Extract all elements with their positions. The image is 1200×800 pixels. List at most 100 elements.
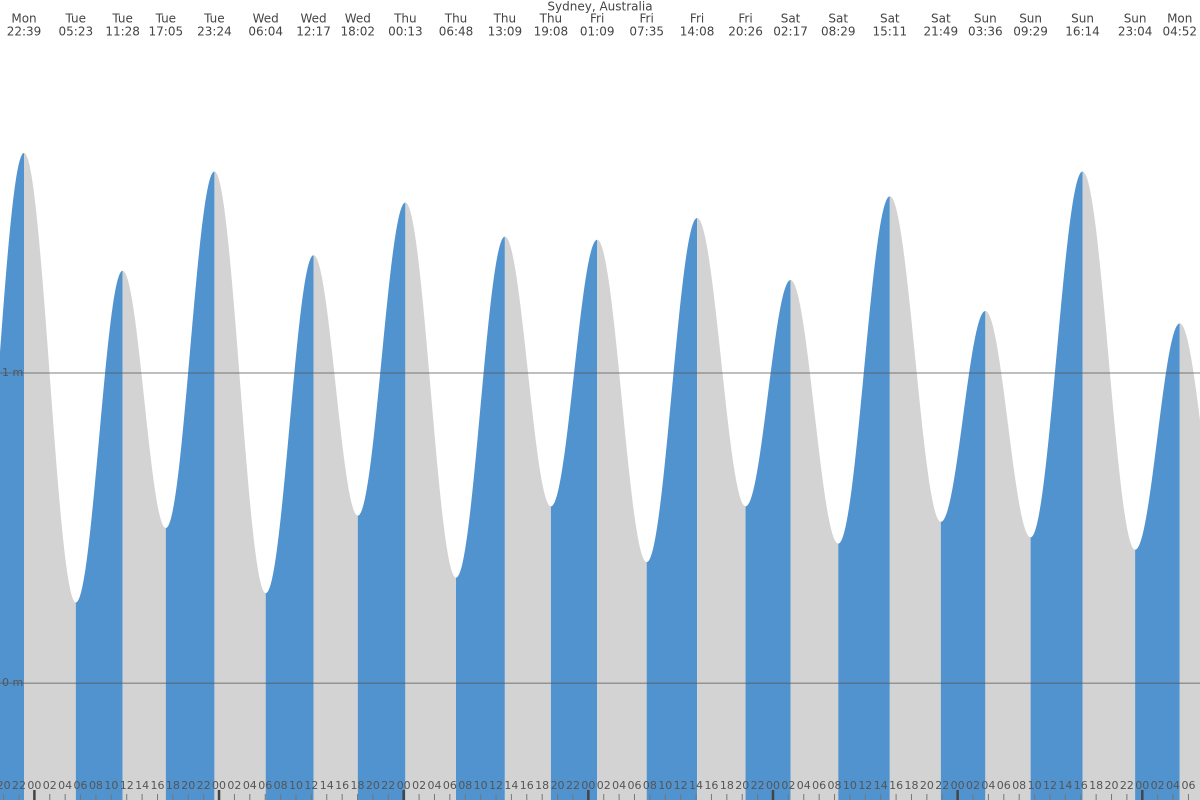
x-tick-label: 08 [643, 779, 657, 792]
x-tick-label: 20 [1105, 779, 1119, 792]
x-tick-label: 16 [335, 779, 349, 792]
tide-segment [214, 171, 266, 800]
extreme-time: 06:04 [248, 25, 283, 39]
x-tick-label: 14 [504, 779, 518, 792]
x-tick-label: 02 [43, 779, 57, 792]
extreme-day: Wed [345, 12, 371, 26]
x-tick-label: 20 [735, 779, 749, 792]
extreme-time: 06:48 [439, 25, 474, 39]
tide-segment [1082, 171, 1136, 800]
x-tick-label: 10 [474, 779, 488, 792]
extreme-day: Thu [393, 12, 417, 26]
x-tick-label: 12 [304, 779, 318, 792]
extreme-day: Wed [253, 12, 279, 26]
x-tick-label: 16 [889, 779, 903, 792]
x-tick-label: 22 [935, 779, 949, 792]
x-tick-label: 14 [689, 779, 703, 792]
x-tick-label: 04 [981, 779, 995, 792]
x-tick-label: 10 [1028, 779, 1042, 792]
tide-segment [790, 280, 839, 800]
x-tick-label: 00 [212, 779, 226, 792]
tide-segment [24, 152, 76, 800]
x-tick-label: 00 [581, 779, 595, 792]
x-tick-label: 02 [1151, 779, 1165, 792]
x-tick-label: 12 [120, 779, 134, 792]
x-tick-label: 06 [628, 779, 642, 792]
y-tick-label: 0 m [2, 676, 23, 689]
y-tick-label: 1 m [2, 366, 23, 379]
x-tick-label: 06 [812, 779, 826, 792]
x-tick-label: 04 [243, 779, 257, 792]
tide-segment [357, 202, 406, 800]
extreme-day: Tue [111, 12, 133, 26]
extreme-day: Sat [931, 12, 951, 26]
x-tick-label: 16 [520, 779, 534, 792]
extreme-time: 23:24 [197, 25, 232, 39]
extreme-time: 22:39 [7, 25, 42, 39]
extreme-day: Sun [1071, 12, 1094, 26]
extreme-day: Thu [539, 12, 563, 26]
x-tick-label: 12 [1043, 779, 1057, 792]
x-tick-label: 00 [951, 779, 965, 792]
x-tick-label: 12 [489, 779, 503, 792]
x-tick-label: 02 [412, 779, 426, 792]
x-tick-label: 22 [751, 779, 765, 792]
tide-segment [1135, 323, 1180, 800]
tide-segment [597, 239, 647, 800]
x-tick-label: 20 [920, 779, 934, 792]
x-tick-label: 06 [997, 779, 1011, 792]
x-tick-label: 22 [1120, 779, 1134, 792]
extreme-time: 21:49 [924, 25, 959, 39]
x-tick-label: 02 [966, 779, 980, 792]
extreme-time: 09:29 [1013, 25, 1048, 39]
x-tick-label: 16 [1074, 779, 1088, 792]
x-tick-label: 04 [58, 779, 72, 792]
extreme-time: 08:29 [821, 25, 856, 39]
x-tick-label: 14 [135, 779, 149, 792]
extreme-time: 14:08 [680, 25, 715, 39]
extreme-day: Sun [1019, 12, 1042, 26]
extreme-day: Sat [781, 12, 801, 26]
extreme-time: 02:17 [773, 25, 808, 39]
extreme-time: 12:17 [296, 25, 331, 39]
tide-segment [405, 202, 457, 800]
x-tick-label: 02 [227, 779, 241, 792]
extreme-day: Fri [738, 12, 752, 26]
extreme-time: 05:23 [59, 25, 94, 39]
x-tick-label: 10 [289, 779, 303, 792]
x-tick-label: 06 [443, 779, 457, 792]
x-tick-label: 04 [612, 779, 626, 792]
x-tick-label: 18 [351, 779, 365, 792]
extreme-day: Tue [155, 12, 177, 26]
extreme-day: Thu [493, 12, 517, 26]
x-tick-label: 22 [566, 779, 580, 792]
extreme-time: 17:05 [149, 25, 184, 39]
x-tick-label: 06 [1181, 779, 1195, 792]
tide-segment [504, 236, 551, 800]
x-tick-label: 22 [197, 779, 211, 792]
x-tick-label: 06 [258, 779, 272, 792]
tide-segment [0, 152, 25, 800]
labels: 0 m1 m20 22 00 02 04 06 08 10 12 14 16 18 20 22 00 02 04… [0, 12, 1197, 793]
extreme-time: 20:26 [728, 25, 763, 39]
chart-title: Sydney, Australia [547, 0, 652, 14]
tide-segment [646, 217, 698, 800]
extreme-time: 11:28 [105, 25, 140, 39]
x-tick-label: 18 [720, 779, 734, 792]
extreme-time: 19:08 [534, 25, 569, 39]
x-tick-label: 08 [89, 779, 103, 792]
tide-segment [165, 171, 215, 800]
extreme-day: Thu [444, 12, 468, 26]
extreme-time: 03:36 [968, 25, 1003, 39]
tide-segment [75, 270, 123, 800]
extreme-day: Mon [11, 12, 36, 26]
tide-segment [697, 217, 746, 800]
x-tick-label: 04 [427, 779, 441, 792]
extreme-day: Tue [65, 12, 87, 26]
extreme-day: Tue [203, 12, 225, 26]
x-tick-label: 04 [1166, 779, 1180, 792]
x-tick-label: 14 [1058, 779, 1072, 792]
x-tick-label: 08 [274, 779, 288, 792]
x-tick-label: 10 [658, 779, 672, 792]
tide-segment [1030, 171, 1083, 800]
